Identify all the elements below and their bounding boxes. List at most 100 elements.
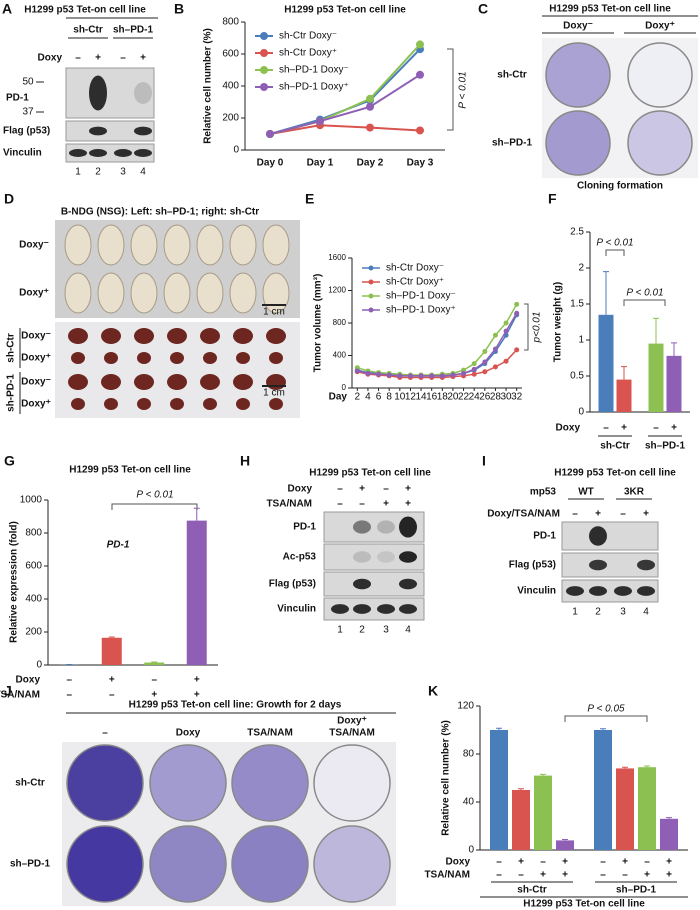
sign: + [140,53,146,64]
error-bar [671,342,677,356]
data-point [439,373,445,379]
band [614,586,632,596]
bar [638,767,656,850]
growth-well [313,825,391,903]
row-label: Doxy⁺ [19,288,49,299]
bar [660,818,678,850]
band [377,520,395,534]
mouse [262,272,290,314]
series-line [357,314,518,377]
error-bar [540,773,546,776]
sign: – [337,484,343,495]
condition-sign: + [666,857,672,868]
sign: + [405,499,411,510]
data-point [514,301,520,307]
condition-sign: + [109,675,115,686]
mouse [163,272,191,314]
condition-sign: – [518,870,524,881]
lane-number: 3 [620,607,626,618]
data-point [416,40,424,49]
blot-label: Vinculin [517,586,556,597]
colony-plate [627,42,693,108]
bar [648,343,664,412]
blot [561,579,659,603]
x-tick-label: Day 2 [357,158,384,169]
blot-label: Flag (p53) [509,560,556,571]
treatment-label: Doxy [38,53,63,64]
mouse [229,224,257,266]
annotation-bracket [605,249,625,256]
panel-letter: E [305,191,314,207]
lane-number: 1 [337,625,343,636]
band [331,604,349,614]
data-point [316,117,324,126]
sign: + [643,509,649,520]
condition-label: Doxy [16,675,41,686]
condition-label: Doxy [446,857,471,868]
x-tick-label: 24 [469,392,481,403]
sign: + [95,53,101,64]
colony-plate [545,110,611,176]
y-axis-title: Relative cell number (%) [203,28,214,144]
condition-sign: + [562,870,568,881]
sign: – [572,509,578,520]
data-point [366,94,374,103]
tumor [68,328,88,344]
tumor [101,374,121,390]
x-tick-label: 20 [447,392,459,403]
series-line [357,349,518,379]
error-bar [644,765,650,768]
treatment-label: Doxy [288,484,313,495]
condition-sign: – [66,690,72,701]
y-axis-title: Tumor volume (mm³) [313,274,324,373]
column-label: Doxy [176,728,201,739]
y-tick-label: 1000 [20,495,43,506]
band [353,604,371,614]
data-point [416,126,424,135]
condition-label: Doxy [556,423,581,434]
sign: + [359,484,365,495]
band [589,526,607,546]
size-marker: 50 [22,77,34,88]
tumor [266,328,286,344]
sign: – [620,509,626,520]
y-tick-label: 1 [578,335,584,346]
bar [556,840,574,850]
annotation: P < 0.05 [587,704,625,715]
row-label: sh–PD-1 [10,859,50,870]
data-point [482,359,488,365]
series-line [269,124,421,135]
band [637,559,655,571]
tumor [137,398,151,410]
data-point [482,369,488,375]
legend-label: sh-Ctr Doxy⁺ [279,48,337,59]
condition-sign: – [600,870,606,881]
panel-letter: D [4,191,14,207]
row-label: Doxy⁺ [21,353,51,364]
legend-label: sh–PD-1 Doxy⁺ [386,305,456,316]
y-tick-label: 200 [222,113,239,124]
annotation: P < 0.01 [596,238,633,249]
x-tick-label: 16 [426,392,438,403]
tumor [269,398,283,410]
lane-number: 1 [572,607,578,618]
x-tick-label: 2 [355,392,361,403]
footer: H1299 p53 Tet-on cell line [523,899,645,910]
y-tick-label: 2 [578,263,584,274]
mouse [97,224,125,266]
legend-marker [260,83,268,91]
data-point [429,373,435,379]
error-bar [653,317,659,344]
y-tick-label: 800 [333,318,347,327]
annotation: P < 0.01 [458,71,469,108]
band [69,149,87,157]
scale-label: 1 cm [263,307,285,318]
x-tick-label: Day 0 [257,158,284,169]
caption: B-NDG (NSG): Left: sh–PD-1; right: sh-Ct… [61,207,259,218]
legend-marker [368,279,374,285]
y-tick-label: 0 [233,145,239,156]
blot [65,120,155,142]
band [89,75,107,111]
group-label: sh-Ctr [600,441,630,452]
